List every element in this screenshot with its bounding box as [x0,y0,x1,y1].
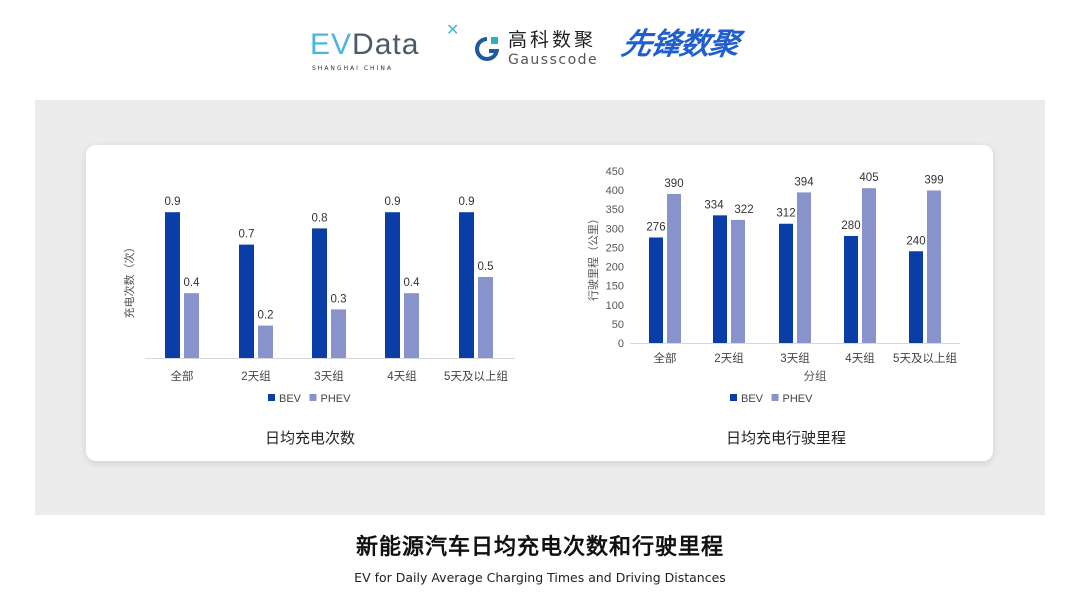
data-label: 0.8 [312,212,328,224]
y-tick-label: 100 [606,300,624,312]
data-label: 394 [794,176,814,188]
bar-phev [478,277,493,358]
y-axis-title: 行驶里程（公里） [586,213,600,301]
x-tick-label: 5天及以上组 [893,351,957,365]
x-tick-label: 4天组 [387,369,417,383]
data-label: 0.2 [258,310,274,322]
bar-phev [331,309,346,358]
data-label: 280 [841,220,860,232]
legend-label-bev: BEV [279,393,302,405]
x-tick-label: 4天组 [845,351,875,365]
legend-swatch-phev [771,394,779,401]
chart-title: 日均充电行驶里程 [726,430,846,447]
legend-swatch-bev [268,394,275,401]
bar-phev [731,219,745,343]
bar-bev [909,251,923,343]
x-tick-label: 5天及以上组 [444,369,508,383]
evdata-logo-data: Data [352,28,420,61]
bar-bev [649,237,663,343]
y-axis-title: 充电次数（次） [122,242,136,319]
legend-label-phev: PHEV [783,393,814,405]
data-label: 390 [664,178,683,190]
data-label: 0.9 [165,196,181,208]
x-tick-label: 3天组 [780,351,810,365]
bar-bev [779,223,793,343]
x-tick-label: 2天组 [714,351,744,365]
x-tick-label: 2天组 [241,369,271,383]
evdata-logo-sub: SHANGHAI CHINA [312,65,393,72]
data-label: 322 [734,204,753,216]
data-label: 0.9 [385,196,401,208]
bar-bev [844,235,858,343]
evdata-x-icon: ✕ [446,20,460,39]
bar-phev [862,188,876,343]
data-label: 312 [776,208,795,220]
bar-bev [385,212,400,358]
data-label: 0.4 [184,277,201,289]
gausscode-logo-icon [475,37,499,61]
data-label: 276 [646,222,665,234]
data-label: 240 [906,235,925,247]
data-label: 399 [924,174,943,186]
y-tick-label: 400 [606,185,624,197]
data-label: 0.9 [459,196,475,208]
bar-bev [239,244,254,358]
bar-phev [667,193,681,343]
x-tick-label: 3天组 [314,369,344,383]
y-tick-label: 50 [612,319,624,331]
bar-phev [927,190,941,343]
evdata-logo-ev: EV [310,28,353,61]
bar-phev [258,325,273,358]
y-tick-label: 250 [606,242,624,254]
y-tick-label: 150 [606,281,624,293]
y-tick-label: 0 [618,338,624,350]
data-label: 0.5 [478,261,494,273]
sub-title: EV for Daily Average Charging Times and … [354,570,726,585]
gausscode-logo-cn: 高科数聚 [508,29,597,51]
chart-title: 日均充电次数 [265,430,355,447]
legend-swatch-phev [309,394,317,401]
x-axis-title: 分组 [804,369,827,383]
bar-phev [184,293,199,358]
y-tick-label: 300 [606,223,624,235]
data-label: 405 [859,172,878,184]
bar-bev [459,212,474,358]
y-tick-label: 350 [606,204,624,216]
gausscode-logo-en: Gausscode [508,52,599,68]
bar-phev [404,293,419,358]
legend-label-bev: BEV [741,393,764,405]
data-label: 334 [704,199,724,211]
x-tick-label: 全部 [654,351,677,365]
main-title: 新能源汽车日均充电次数和行驶里程 [355,535,724,560]
bar-bev [713,215,727,343]
legend-label-phev: PHEV [321,393,352,405]
data-label: 0.4 [404,277,421,289]
bar-bev [312,228,327,358]
data-label: 0.7 [239,229,255,241]
bar-bev [165,212,180,358]
evdata-logo: EVData [310,30,419,60]
y-tick-label: 450 [606,166,624,178]
x-tick-label: 全部 [171,369,194,383]
chart-card [86,145,993,461]
data-label: 0.3 [331,293,347,305]
bar-phev [797,192,811,343]
y-tick-label: 200 [606,262,624,274]
legend-swatch-bev [730,394,737,401]
